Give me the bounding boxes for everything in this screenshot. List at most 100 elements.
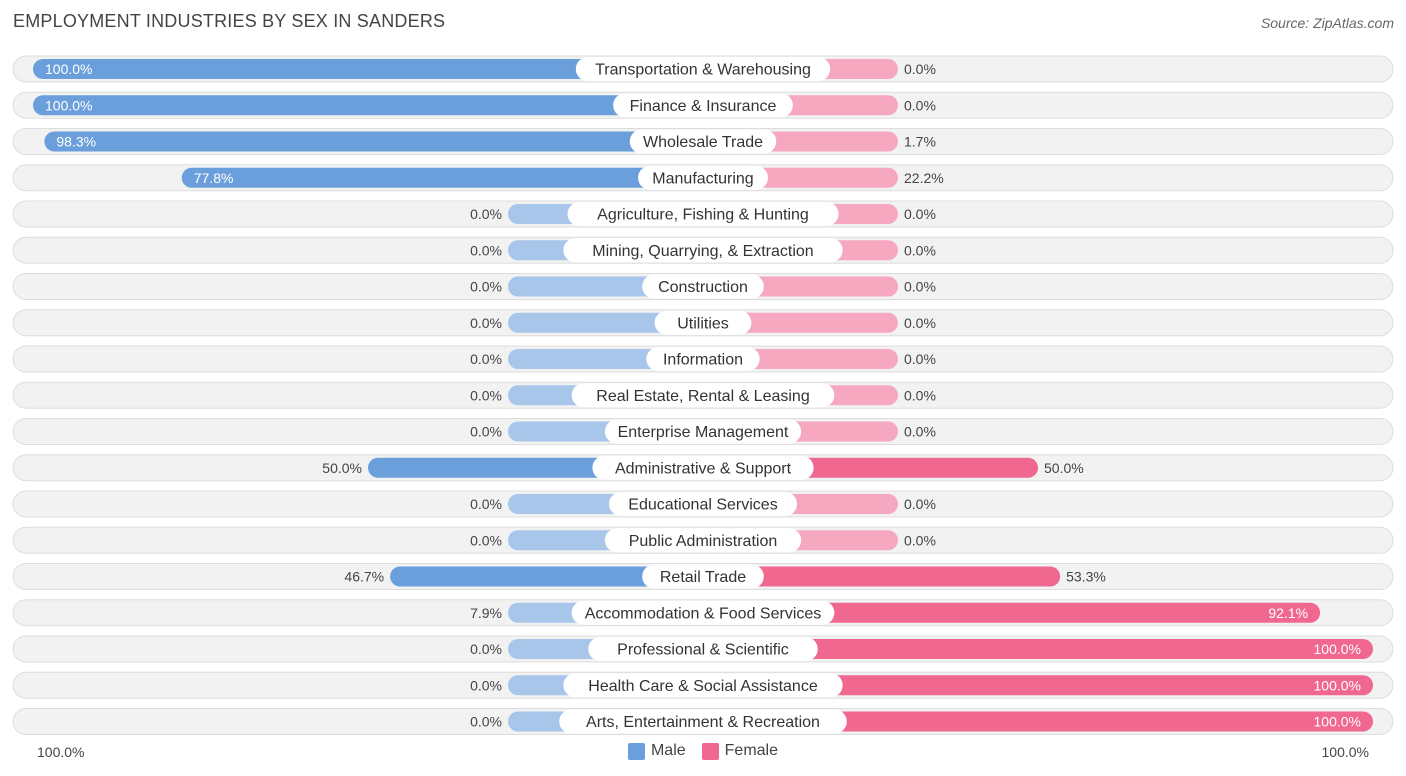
female-value-label: 0.0% — [904, 424, 936, 440]
category-pill — [642, 274, 764, 299]
category-label: Arts, Entertainment & Recreation — [586, 714, 820, 731]
category-pill — [604, 528, 802, 553]
male-bar — [390, 566, 703, 587]
male-value-label: 0.0% — [470, 532, 502, 548]
male-value-label: 77.8% — [194, 170, 234, 186]
category-pill — [654, 310, 752, 335]
female-value-label: 0.0% — [904, 279, 936, 295]
category-pill — [575, 57, 831, 81]
category-label: Accommodation & Food Services — [585, 605, 822, 622]
category-pill — [642, 564, 764, 589]
category-label: Professional & Scientific — [617, 642, 789, 659]
legend-swatch-female — [701, 742, 719, 760]
category-label: Transportation & Warehousing — [595, 62, 811, 79]
category-label: Utilities — [677, 315, 729, 332]
female-value-label: 53.3% — [1066, 569, 1106, 585]
category-label: Administrative & Support — [615, 460, 792, 477]
category-label: Information — [663, 352, 743, 369]
male-bar — [181, 167, 704, 188]
male-value-label: 7.9% — [470, 605, 502, 621]
category-pill — [638, 165, 768, 190]
male-bar — [44, 131, 703, 152]
legend-swatch-male — [627, 742, 645, 760]
female-bar — [703, 566, 1061, 587]
category-pill — [563, 238, 843, 263]
male-value-label: 0.0% — [470, 424, 502, 440]
female-value-label: 0.0% — [904, 351, 936, 367]
category-label: Enterprise Management — [618, 424, 789, 441]
category-label: Public Administration — [629, 533, 778, 550]
category-pill — [629, 129, 777, 154]
male-value-label: 0.0% — [470, 242, 502, 258]
female-value-label: 92.1% — [1268, 605, 1308, 621]
female-bar — [703, 639, 1373, 659]
category-pill — [571, 600, 835, 625]
category-label: Educational Services — [628, 497, 777, 514]
female-value-label: 0.0% — [904, 242, 936, 258]
female-value-label: 0.0% — [904, 532, 936, 548]
category-pill — [613, 93, 793, 118]
female-value-label: 100.0% — [1314, 677, 1361, 693]
category-label: Retail Trade — [660, 569, 746, 586]
female-bar — [703, 675, 1373, 696]
category-pill — [609, 492, 797, 516]
male-value-label: 0.0% — [470, 206, 502, 222]
category-label: Construction — [658, 279, 748, 296]
legend-item-male[interactable]: Male — [627, 742, 686, 760]
male-value-label: 0.0% — [470, 641, 502, 657]
female-value-label: 0.0% — [904, 387, 936, 403]
axis-right-label: 100.0% — [1321, 744, 1369, 760]
male-value-label: 46.7% — [344, 569, 384, 585]
category-label: Agriculture, Fishing & Hunting — [597, 207, 809, 224]
male-value-label: 100.0% — [45, 97, 92, 113]
male-bar — [508, 312, 703, 333]
female-value-label: 0.0% — [904, 97, 936, 113]
legend: Male Female — [0, 742, 1406, 760]
male-value-label: 50.0% — [322, 460, 362, 476]
source-label: Source: ZipAtlas.com — [1260, 15, 1394, 31]
female-value-label: 0.0% — [904, 206, 936, 222]
category-label: Wholesale Trade — [643, 134, 763, 151]
category-label: Mining, Quarrying, & Extraction — [592, 243, 813, 260]
female-value-label: 100.0% — [1314, 714, 1361, 730]
female-bar — [703, 312, 898, 333]
axis-left-label: 100.0% — [37, 744, 85, 760]
female-value-label: 0.0% — [904, 315, 936, 331]
chart-title: EMPLOYMENT INDUSTRIES BY SEX IN SANDERS — [13, 11, 446, 31]
male-value-label: 0.0% — [470, 387, 502, 403]
female-value-label: 1.7% — [904, 134, 936, 150]
category-label: Manufacturing — [652, 170, 753, 187]
category-pill — [604, 419, 802, 444]
category-pill — [567, 202, 839, 226]
female-value-label: 22.2% — [904, 170, 944, 186]
female-value-label: 50.0% — [1044, 460, 1084, 476]
category-label: Health Care & Social Assistance — [588, 678, 818, 695]
category-pill — [588, 637, 818, 661]
category-pill — [571, 383, 835, 408]
chart-svg: Transportation & Warehousing 100.0% 0.0% Fi… — [12, 55, 1394, 735]
category-pill — [563, 673, 843, 698]
male-value-label: 98.3% — [56, 134, 96, 150]
category-pill — [559, 709, 847, 734]
legend-item-female[interactable]: Female — [701, 742, 779, 760]
male-value-label: 0.0% — [470, 677, 502, 693]
female-value-label: 100.0% — [1314, 641, 1361, 657]
male-bar — [33, 59, 703, 79]
male-bar — [33, 95, 703, 116]
category-pill — [592, 455, 814, 480]
male-value-label: 0.0% — [470, 496, 502, 512]
male-value-label: 0.0% — [470, 279, 502, 295]
male-value-label: 0.0% — [470, 315, 502, 331]
female-value-label: 0.0% — [904, 496, 936, 512]
male-value-label: 0.0% — [470, 351, 502, 367]
female-value-label: 0.0% — [904, 61, 936, 77]
female-bar — [703, 711, 1373, 732]
male-value-label: 100.0% — [45, 61, 92, 77]
category-pill — [646, 347, 760, 371]
category-label: Finance & Insurance — [630, 98, 777, 115]
legend-label-male: Male — [650, 742, 686, 759]
legend-label-female: Female — [724, 742, 779, 759]
male-value-label: 0.0% — [470, 714, 502, 730]
category-label: Real Estate, Rental & Leasing — [596, 388, 809, 405]
female-bar — [703, 602, 1321, 623]
